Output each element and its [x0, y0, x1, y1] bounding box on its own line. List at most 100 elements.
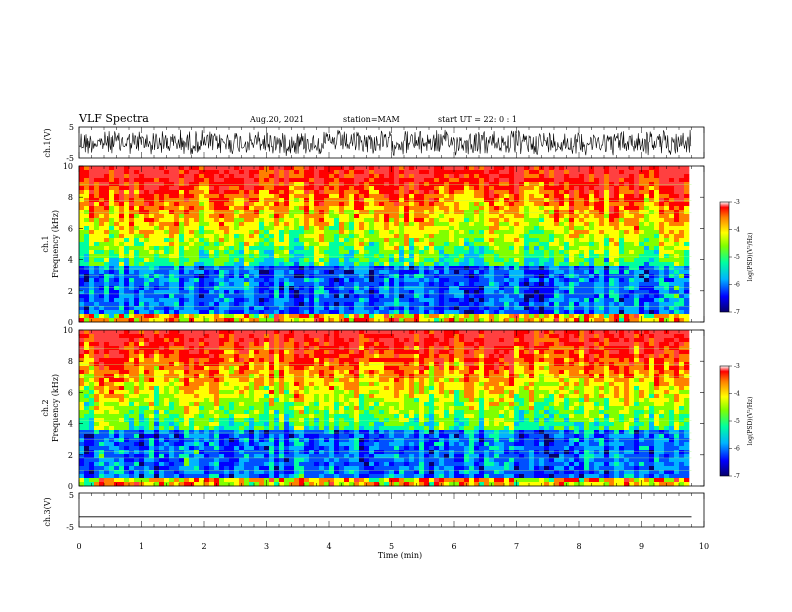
spectrogram-cell: [84, 482, 90, 487]
spectrogram-cell: [444, 178, 450, 183]
spectrogram-cell: [334, 238, 340, 243]
spectrogram-cell: [404, 182, 410, 187]
spectrogram-cell: [89, 430, 95, 435]
spectrogram-cell: [144, 210, 150, 215]
spectrogram-cell: [614, 298, 620, 303]
spectrogram-cell: [319, 290, 325, 295]
spectrogram-cell: [449, 222, 455, 227]
spectrogram-cell: [89, 342, 95, 347]
spectrogram-cell: [619, 262, 625, 267]
spectrogram-cell: [494, 270, 500, 275]
spectrogram-cell: [204, 258, 210, 263]
spectrogram-cell: [234, 302, 240, 307]
spectrogram-cell: [209, 202, 215, 207]
spectrogram-cell: [179, 222, 185, 227]
spectrogram-cell: [339, 314, 345, 319]
spectrogram-cell: [79, 454, 85, 459]
spectrogram-cell: [604, 210, 610, 215]
spectrogram-cell: [439, 302, 445, 307]
spectrogram-cell: [599, 170, 605, 175]
spectrogram-cell: [334, 306, 340, 311]
spectrogram-cell: [549, 174, 555, 179]
spectrogram-cell: [394, 266, 400, 271]
spectrogram-cell: [374, 182, 380, 187]
spectrogram-cell: [94, 266, 100, 271]
spectrogram-cell: [549, 210, 555, 215]
spectrogram-cell: [229, 250, 235, 255]
spectrogram-cell: [524, 302, 530, 307]
spectrogram-cell: [89, 458, 95, 463]
spectrogram-cell: [324, 202, 330, 207]
spectrogram-cell: [99, 262, 105, 267]
spectrogram-cell: [84, 430, 90, 435]
spectrogram-cell: [264, 246, 270, 251]
spectrogram-cell: [609, 310, 615, 315]
spectrogram-cell: [624, 250, 630, 255]
spectrogram-cell: [229, 298, 235, 303]
spectrogram-cell: [134, 230, 140, 235]
spectrogram-cell: [264, 294, 270, 299]
spectrogram-cell: [89, 354, 95, 359]
spectrogram-cell: [159, 258, 165, 263]
spectrogram-cell: [679, 178, 685, 183]
spectrogram-cell: [394, 298, 400, 303]
spectrogram-cell: [544, 274, 550, 279]
spectrogram-cell: [574, 242, 580, 247]
spectrogram-cell: [79, 446, 85, 451]
spectrogram-cell: [614, 210, 620, 215]
spectrogram-cell: [84, 386, 90, 391]
spectrogram-cell: [539, 238, 545, 243]
spectrogram-cell: [454, 214, 460, 219]
spectrogram-cell: [294, 294, 300, 299]
spectrogram-cell: [294, 310, 300, 315]
spectrogram-cell: [284, 234, 290, 239]
spectrogram-cell: [299, 226, 305, 231]
spectrogram-cell: [639, 242, 645, 247]
spectrogram-cell: [494, 306, 500, 311]
spectrogram-cell: [299, 274, 305, 279]
spectrogram-cell: [504, 194, 510, 199]
spectrogram-cell: [469, 186, 475, 191]
spectrogram-cell: [444, 294, 450, 299]
spectrogram-cell: [609, 182, 615, 187]
spectrogram-cell: [524, 190, 530, 195]
spectrogram-cell: [514, 258, 520, 263]
ch1-spectrogram-channel: ch.1: [41, 235, 50, 252]
spectrogram-cell: [379, 166, 385, 171]
spectrogram-cell: [84, 178, 90, 183]
spectrogram-cell: [639, 178, 645, 183]
spectrogram-cell: [254, 254, 260, 259]
spectrogram-cell: [224, 258, 230, 263]
spectrogram-cell: [584, 246, 590, 251]
spectrogram-cell: [349, 290, 355, 295]
spectrogram-cell: [119, 182, 125, 187]
spectrogram-cell: [364, 202, 370, 207]
spectrogram-cell: [329, 218, 335, 223]
spectrogram-cell: [584, 178, 590, 183]
spectrogram-cell: [239, 170, 245, 175]
spectrogram-cell: [589, 218, 595, 223]
spectrogram-cell: [154, 290, 160, 295]
spectrogram-cell: [199, 298, 205, 303]
spectrogram-cell: [659, 254, 665, 259]
spectrogram-cell: [569, 314, 575, 319]
spectrogram-cell: [549, 262, 555, 267]
spectrogram-cell: [589, 174, 595, 179]
spectrogram-cell: [624, 278, 630, 283]
spectrogram-cell: [514, 298, 520, 303]
spectrogram-cell: [579, 166, 585, 171]
spectrogram-cell: [314, 250, 320, 255]
spectrogram-cell: [459, 302, 465, 307]
spectrogram-cell: [304, 318, 310, 323]
spectrogram-cell: [439, 266, 445, 271]
spectrogram-cell: [509, 274, 515, 279]
spectrogram-cell: [354, 206, 360, 211]
spectrogram-cell: [399, 314, 405, 319]
date-label: Aug.20, 2021: [249, 115, 304, 124]
spectrogram-cell: [644, 234, 650, 239]
spectrogram-cell: [154, 246, 160, 251]
spectrogram-cell: [79, 374, 85, 379]
spectrogram-cell: [119, 206, 125, 211]
spectrogram-cell: [249, 206, 255, 211]
spectrogram-cell: [309, 294, 315, 299]
